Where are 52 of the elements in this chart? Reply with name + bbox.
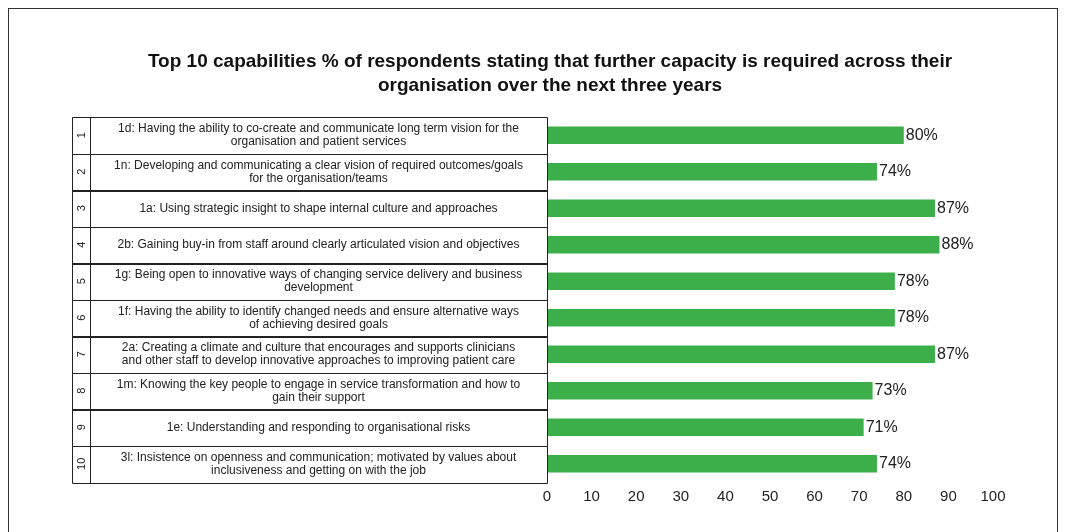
text: 8 xyxy=(75,387,88,394)
x-tick-label: 40 xyxy=(717,487,734,505)
data-label: 74% xyxy=(879,454,912,472)
data-label: 78% xyxy=(896,271,929,289)
y-tick-label: 1d: Having the ability to co-create and communicate long term vision for the organisation and patient services xyxy=(118,121,520,149)
x-tick-label: 0 xyxy=(542,487,552,505)
bar xyxy=(547,454,878,473)
data-label: 74% xyxy=(879,162,912,180)
y-tick-label: 1n: Developing and communicating a clear vision of required outcomes/goals for the organisation/teams xyxy=(114,157,523,185)
text: 10 xyxy=(75,457,88,470)
x-tick-label: 20 xyxy=(627,487,645,505)
x-tick-label: 80 xyxy=(895,487,913,505)
y-tick-label: 2b: Gaining buy-in from staff around clearly articulated vision and objectives xyxy=(117,237,520,252)
text: 7 xyxy=(75,351,88,358)
chart-title: Top 10 capabilities % of respondents stating that further capacity is required across their organisation over the next three years xyxy=(147,50,953,96)
data-label: 80% xyxy=(905,125,938,143)
bar xyxy=(547,126,904,145)
bar xyxy=(547,345,936,364)
data-label: 73% xyxy=(874,381,907,399)
x-tick-label: 10 xyxy=(583,487,600,505)
y-tick-label: 2a: Creating a climate and culture that encourages and supports clinicians and other staff to develop innovative approaches to improving patient care xyxy=(121,340,516,368)
y-tick-label: 1e: Understanding and responding to organisational risks xyxy=(166,419,471,434)
bar xyxy=(547,308,895,327)
y-tick-label: 1a: Using strategic insight to shape internal culture and approaches xyxy=(139,200,498,215)
y-tick-label: 1m: Knowing the key people to engage in service transformation and how to gain their support xyxy=(116,376,521,404)
text: 1 xyxy=(75,132,88,139)
x-tick-label: 50 xyxy=(761,487,779,505)
data-label: 78% xyxy=(896,308,929,326)
y-tick-label: 3l: Insistence on openness and communication; motivated by values about inclusiveness and getting on with the job xyxy=(120,449,517,477)
data-label: 88% xyxy=(941,235,974,253)
bar xyxy=(547,199,936,218)
text: 6 xyxy=(75,314,88,321)
bar xyxy=(547,235,940,254)
text: 4 xyxy=(75,241,88,248)
x-tick-label: 60 xyxy=(806,487,823,505)
text: 2 xyxy=(75,168,88,175)
data-label: 87% xyxy=(937,198,970,216)
text: 5 xyxy=(75,278,88,285)
data-label: 71% xyxy=(865,417,898,435)
x-tick-label: 100 xyxy=(980,487,1006,505)
bar xyxy=(547,162,878,181)
x-tick-label: 30 xyxy=(672,487,690,505)
bar xyxy=(547,381,873,400)
x-tick-label: 90 xyxy=(940,487,957,505)
data-label: 87% xyxy=(937,344,970,362)
bar xyxy=(547,272,895,291)
y-tick-label: 1f: Having the ability to identify changed needs and ensure alternative ways of achieving desired goals xyxy=(118,303,519,331)
text: 3 xyxy=(75,205,88,212)
x-tick-label: 70 xyxy=(850,487,868,505)
bar xyxy=(547,418,864,437)
text: 9 xyxy=(75,424,88,431)
y-tick-label: 1g: Being open to innovative ways of changing service delivery and business development xyxy=(114,267,523,295)
